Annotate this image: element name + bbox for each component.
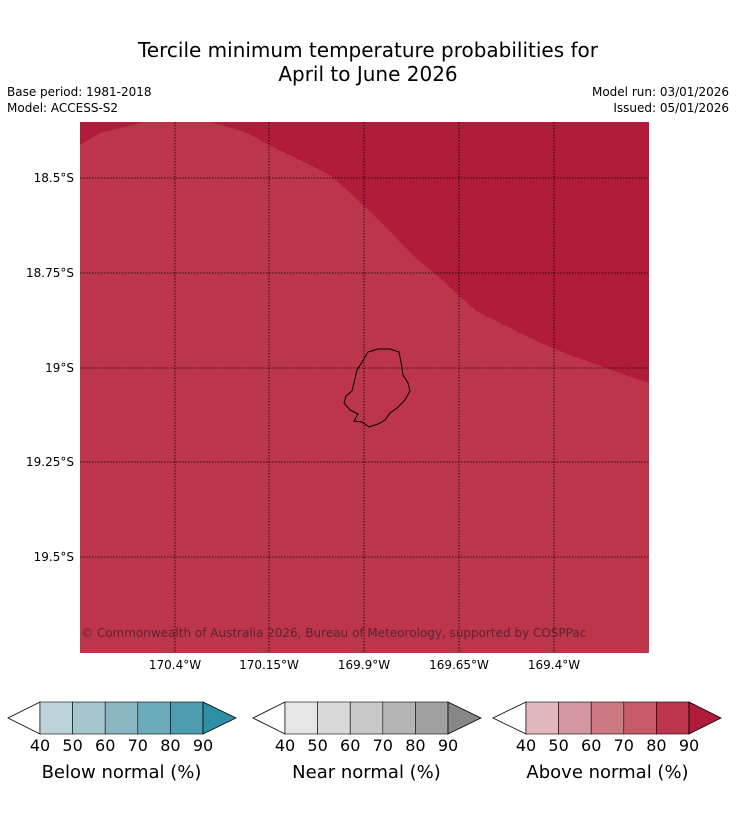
lat-label-19-5: 19.5°S <box>33 550 74 564</box>
colorbar-tick-label: 60 <box>340 736 361 755</box>
colorbar-tick-label: 80 <box>405 736 426 755</box>
colorbar-tick-label: 50 <box>62 736 83 755</box>
island-outline <box>343 348 411 428</box>
title-line-1: Tercile minimum temperature probabilitie… <box>137 38 599 62</box>
lat-label-18-5: 18.5°S <box>33 171 74 185</box>
issued-date: Issued: 05/01/2026 <box>613 101 729 115</box>
lon-label-169-65: 169.65°W <box>429 658 489 672</box>
lat-label-18-75: 18.75°S <box>26 266 74 280</box>
colorbar-tick-label: 40 <box>515 736 537 755</box>
lat-label-19-25: 19.25°S <box>26 455 74 469</box>
colorbar-tick-label: 50 <box>548 736 569 755</box>
title-line-2: April to June 2026 <box>278 62 458 86</box>
colorbar-tick-label: 90 <box>192 736 214 755</box>
copyright-notice: © Commonwealth of Australia 2026, Bureau… <box>81 626 587 640</box>
colorbar-tick-label: 70 <box>372 736 393 755</box>
colorbar-title: Near normal (%) <box>292 762 441 783</box>
lon-label-170-4: 170.4°W <box>148 658 202 672</box>
colorbar-tick-label: 60 <box>95 736 116 755</box>
colorbar-title: Above normal (%) <box>526 762 689 783</box>
colorbar-tick-label: 90 <box>678 736 700 755</box>
model-name: Model: ACCESS-S2 <box>7 101 119 115</box>
meta-left: Base period: 1981-2018 Model: ACCESS-S2 <box>7 84 152 116</box>
colorbar-tick-label: 40 <box>274 736 296 755</box>
colorbar-tick-label: 80 <box>160 736 181 755</box>
lon-label-169-9: 169.9°W <box>337 658 391 672</box>
base-period: Base period: 1981-2018 <box>7 85 152 99</box>
lon-label-169-4: 169.4°W <box>527 658 581 672</box>
lat-label-19: 19°S <box>45 361 74 375</box>
gridlines <box>80 122 649 653</box>
colorbar-tick-label: 90 <box>437 736 459 755</box>
lon-label-170-15: 170.15°W <box>239 658 299 672</box>
model-run: Model run: 03/01/2026 <box>591 85 729 99</box>
probability-region-90-plus <box>80 122 649 383</box>
colorbar-tick-label: 80 <box>646 736 667 755</box>
colorbar-tick-label: 50 <box>307 736 328 755</box>
colorbar-tick-label: 70 <box>613 736 634 755</box>
colorbar-tick-label: 60 <box>581 736 602 755</box>
chart-title: Tercile minimum temperature probabilitie… <box>0 38 736 86</box>
colorbar-tick-label: 70 <box>127 736 148 755</box>
colorbar-tick-label: 40 <box>29 736 51 755</box>
colorbar-title: Below normal (%) <box>41 762 202 783</box>
meta-right: Model run: 03/01/2026 Issued: 05/01/2026 <box>592 84 729 116</box>
